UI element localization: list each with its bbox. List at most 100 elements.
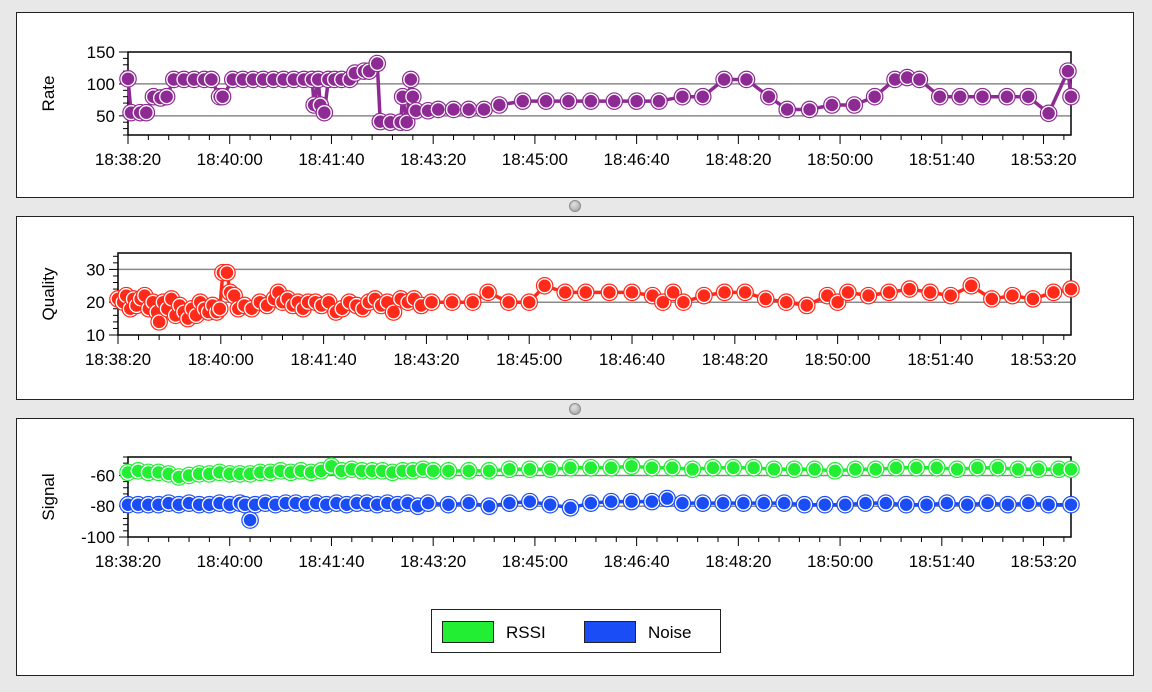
data-point-rate [214, 88, 231, 105]
legend-label-noise: Noise [648, 623, 692, 642]
panel-splitter-handle[interactable] [569, 403, 581, 415]
data-point-ring-rate [737, 70, 756, 89]
x-tick-label: 18:50:00 [807, 150, 873, 169]
data-point-ring-rssi [439, 462, 458, 480]
data-point-ring-rate [627, 92, 646, 110]
y-tick-label: -80 [90, 497, 115, 516]
data-point-ring-quality [1044, 283, 1063, 302]
quality-chart-panel: 10 20 30 Quality 18:38:20 18:40:00 18:41:40 18:… [16, 216, 1134, 400]
data-point-rate [801, 101, 818, 118]
x-tick-label: 18:38:20 [95, 150, 161, 169]
data-point-ring-rssi [521, 460, 539, 479]
panel-splitter-handle[interactable] [569, 200, 581, 212]
data-point-ring-rssi [1062, 460, 1080, 479]
data-point-noise [898, 496, 914, 513]
data-point-quality [219, 264, 235, 281]
data-point-quality [1025, 291, 1041, 307]
data-point-ring-rssi [643, 458, 661, 477]
data-point-rssi [908, 460, 925, 476]
data-point-quality [444, 294, 460, 310]
data-point-quality [716, 284, 733, 301]
data-point-ring-quality [983, 290, 1001, 308]
data-point-ring-quality [859, 286, 878, 305]
data-point-ring-quality [941, 286, 960, 305]
data-point-rate [405, 88, 421, 105]
data-point-rate [999, 88, 1015, 105]
data-point-rate [606, 93, 623, 109]
y-axis-label: Quality [39, 267, 58, 320]
data-point-ring-noise [439, 495, 458, 514]
data-point-quality [696, 287, 712, 304]
data-point-rate [461, 101, 477, 118]
data-point-ring-quality [150, 313, 168, 331]
data-point-noise [440, 496, 457, 513]
data-point-rate [430, 101, 447, 118]
y-axis-label: Signal [39, 473, 58, 520]
data-point-ring-quality [623, 283, 641, 302]
x-tick-label: 18:50:00 [805, 350, 871, 369]
y-tick-label: 150 [87, 43, 115, 62]
data-point-ring-noise [917, 495, 936, 514]
data-point-noise [1040, 496, 1057, 513]
data-point-ring-rssi [582, 458, 600, 477]
data-point-ring-noise [734, 494, 753, 512]
data-point-ring-quality [880, 283, 898, 302]
data-point-ring-rssi [500, 460, 519, 479]
data-point-rate [716, 71, 732, 88]
data-point-ring-noise [582, 494, 600, 512]
data-point-rate [761, 88, 777, 105]
data-point-quality [624, 284, 640, 301]
data-point-ring-rate [397, 113, 416, 132]
data-point-rssi [603, 460, 619, 476]
data-point-quality [423, 294, 440, 310]
data-point-noise [1000, 496, 1016, 513]
data-point-ring-rssi [948, 460, 966, 479]
chart-legend: RSSI Noise [431, 609, 721, 653]
data-point-ring-rate [1059, 62, 1077, 80]
data-point-ring-rssi [704, 458, 722, 477]
x-tick-label: 18:51:40 [909, 552, 975, 571]
data-point-quality [480, 284, 496, 301]
data-point-noise [715, 495, 731, 511]
data-point-ring-rssi [683, 460, 702, 479]
data-point-quality [942, 287, 959, 304]
data-point-quality [500, 294, 517, 310]
data-point-rate [583, 93, 599, 109]
data-point-ring-rssi [541, 460, 559, 479]
data-point-ring-rssi [602, 458, 620, 477]
data-point-ring-noise [521, 492, 539, 511]
data-point-noise [542, 496, 558, 513]
data-point-quality [840, 284, 856, 301]
data-point-ring-quality [499, 293, 518, 311]
data-point-rssi [725, 460, 742, 476]
data-point-ring-quality [828, 293, 847, 311]
data-point-ring-rate [998, 87, 1016, 106]
data-point-quality [1004, 287, 1021, 304]
data-point-rssi [501, 461, 518, 478]
signal-chart: -100 -80 -60 Signal 18:38:20 18:40:00 18:41:40… [39, 456, 1080, 571]
x-tick-label: 18:38:20 [85, 350, 151, 369]
data-point-ring-quality [654, 293, 672, 311]
data-point-rate [651, 93, 667, 109]
data-point-quality [557, 284, 573, 301]
data-point-rate [138, 104, 155, 121]
data-point-rssi [664, 460, 680, 476]
data-point-ring-rssi [1009, 460, 1027, 479]
data-point-ring-noise [241, 511, 259, 529]
data-point-ring-rate [910, 70, 929, 89]
data-point-ring-rssi [907, 458, 926, 477]
data-point-ring-rssi [561, 458, 580, 477]
x-tick-label: 18:45:00 [496, 350, 562, 369]
x-tick-label: 18:43:20 [393, 350, 459, 369]
rate-chart: 50 100 150 Rate 18:38:20 18:40:00 18:41:40 18:4… [39, 43, 1080, 169]
x-tick-label: 18:40:00 [197, 150, 263, 169]
data-point-ring-quality [1062, 280, 1080, 298]
data-point-quality [675, 294, 692, 310]
data-point-noise [918, 496, 935, 513]
data-point-ring-noise [816, 495, 834, 514]
data-point-rate [445, 101, 462, 118]
data-point-ring-rate [865, 87, 884, 106]
data-point-rate [158, 88, 175, 105]
data-point-rate [403, 71, 419, 88]
data-point-ring-quality [210, 299, 229, 318]
